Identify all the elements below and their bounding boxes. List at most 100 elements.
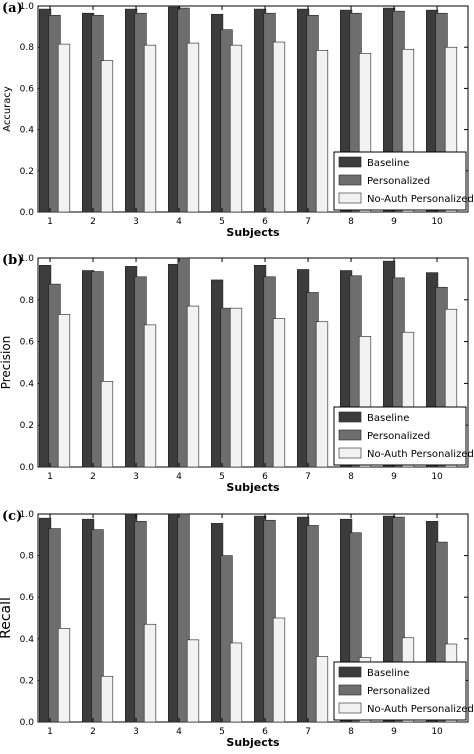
bar-personalized-subject-7 [306,525,319,723]
bar-noauth-subject-6 [272,318,286,468]
bar-noauth-subject-7 [315,321,329,468]
y-tick-label: 0.8 [20,296,35,306]
x-tick-label: 6 [262,727,268,737]
bar-noauth-subject-5 [229,307,243,468]
legend-swatch-personalized [338,174,362,186]
bar-noauth-subject-7 [315,656,329,723]
legend-label-noauth: No-Auth Personalized [367,449,474,460]
legend: Baseline Personalized No-Auth Personalized [333,406,474,466]
x-tick-label: 8 [348,472,354,482]
bar-noauth-subject-2 [100,60,114,213]
x-tick-label: 9 [391,727,397,737]
x-tick-label: 9 [391,217,397,227]
y-tick-label: 0.0 [20,463,35,473]
panel-label: (a) [2,1,23,16]
bar-noauth-subject-7 [315,49,329,213]
bar-personalized-subject-4 [177,513,190,723]
panel-label: (c) [2,509,22,524]
x-tick-label: 4 [176,472,182,482]
bar-personalized-subject-3 [134,520,147,723]
y-axis-label: Accuracy [2,86,13,132]
x-tick-label: 5 [219,727,225,737]
y-tick-label: 1.0 [20,254,35,264]
x-tick-label: 6 [262,217,268,227]
legend-swatch-personalized [338,429,362,441]
panel-label: (b) [2,253,23,268]
chart-panel-3: (c) 0.0 0.2 0.4 0.6 0.8 1.0 Recall 1 2 3 4 5 6 7 8 9 10 Su… [0,509,474,749]
x-tick-label: 3 [133,472,139,482]
y-tick-label: 0.8 [20,43,35,53]
chart-panel-2: (b) 0.0 0.2 0.4 0.6 0.8 1.0 Precision 1 2 3 4 5 6 7 8 9 1… [0,253,474,494]
x-tick-label: 5 [219,472,225,482]
legend: Baseline Personalized No-Auth Personalized [333,661,474,721]
y-tick-label: 1.0 [20,510,35,520]
y-tick-label: 0.6 [20,338,35,348]
legend-swatch-baseline [338,411,362,423]
x-axis-label: Subjects [226,736,280,749]
y-tick-label: 0.0 [20,208,35,218]
x-tick-label: 9 [391,472,397,482]
x-tick-label: 3 [133,217,139,227]
x-tick-label: 7 [305,472,311,482]
bar-noauth-subject-6 [272,41,286,213]
bar-personalized-subject-10 [435,541,448,723]
bar-noauth-subject-4 [186,305,200,468]
bar-noauth-subject-8 [358,53,372,213]
bar-noauth-subject-3 [143,623,157,723]
legend-label-baseline: Baseline [367,413,409,424]
bar-noauth-subject-10 [444,308,458,468]
x-tick-label: 10 [431,217,443,227]
legend-label-personalized: Personalized [367,176,430,187]
bar-noauth-subject-9 [401,331,415,468]
x-tick-label: 2 [90,472,96,482]
legend-swatch-noauth [338,702,362,714]
bar-personalized-subject-8 [349,532,362,723]
bar-personalized-subject-2 [91,529,104,723]
x-axis-label: Subjects [226,481,280,494]
x-tick-label: 7 [305,217,311,227]
bar-noauth-subject-1 [57,628,71,723]
bar-noauth-subject-1 [57,43,71,213]
bar-noauth-subject-5 [229,44,243,213]
x-tick-label: 5 [219,217,225,227]
legend-label-baseline: Baseline [367,668,409,679]
bar-noauth-subject-8 [358,336,372,468]
legend-swatch-baseline [338,156,362,168]
y-axis-label: Recall [0,597,14,639]
bar-noauth-subject-9 [401,48,415,213]
x-tick-label: 4 [176,727,182,737]
y-tick-label: 1.0 [20,2,35,12]
y-tick-label: 0.4 [20,635,35,645]
legend-label-noauth: No-Auth Personalized [367,704,474,715]
bar-personalized-subject-5 [220,555,233,723]
legend-swatch-noauth [338,192,362,204]
x-tick-label: 1 [47,727,53,737]
bar-noauth-subject-4 [186,42,200,213]
y-tick-label: 0.6 [20,593,35,603]
y-tick-label: 0.6 [20,84,35,94]
legend-label-baseline: Baseline [367,158,409,169]
chart-panel-1: (a) 0.0 0.2 0.4 0.6 0.8 1.0 Accuracy 1 2 3 4 5 6 7 8 9 10… [2,1,474,239]
legend: Baseline Personalized No-Auth Personalized [333,151,474,211]
x-tick-label: 7 [305,727,311,737]
bar-noauth-subject-3 [143,324,157,468]
bar-personalized-subject-1 [48,528,61,723]
y-tick-label: 0.4 [20,126,35,136]
x-tick-label: 1 [47,217,53,227]
x-tick-label: 8 [348,727,354,737]
legend-label-noauth: No-Auth Personalized [367,194,474,205]
bar-noauth-subject-3 [143,44,157,213]
bar-noauth-subject-2 [100,381,114,468]
legend-label-personalized: Personalized [367,431,430,442]
x-tick-label: 6 [262,472,268,482]
y-axis-label: Precision [0,336,13,390]
bar-noauth-subject-6 [272,617,286,723]
legend-swatch-noauth [338,447,362,459]
y-tick-label: 0.8 [20,552,35,562]
y-tick-label: 0.2 [20,421,34,431]
x-tick-label: 4 [176,217,182,227]
y-tick-label: 0.2 [20,676,34,686]
legend-swatch-baseline [338,666,362,678]
y-tick-label: 0.2 [20,167,34,177]
